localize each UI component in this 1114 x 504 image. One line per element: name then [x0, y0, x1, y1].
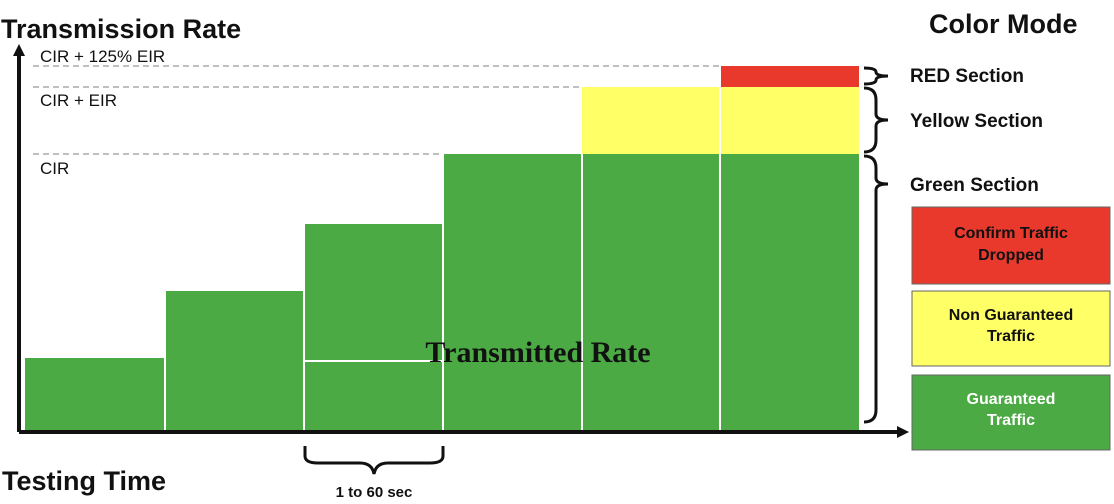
- legend-red-box: Confirm Traffic Dropped: [911, 206, 1111, 285]
- bar-separators: [164, 66, 721, 432]
- legend-green-line1: Guaranteed: [967, 391, 1056, 408]
- color-mode-title: Color Mode: [929, 9, 1078, 39]
- section-brackets: [863, 66, 889, 424]
- transmitted-rate-label: Transmitted Rate: [425, 336, 650, 369]
- yellow-bracket: [863, 86, 889, 154]
- legend-red-line2: Dropped: [978, 247, 1044, 264]
- section-label-yellow: Yellow Section: [910, 111, 1043, 132]
- level-lines: [33, 65, 720, 155]
- legend-green-line2: Traffic: [987, 412, 1035, 429]
- step-bar-6-green: [720, 154, 859, 432]
- interval-bracket: [303, 446, 445, 475]
- step-bar-2: [165, 291, 304, 432]
- legend-yellow-line2: Traffic: [987, 328, 1035, 345]
- step-bar-1: [25, 358, 165, 432]
- step-bar-5-yellow: [582, 87, 720, 154]
- x-axis-title: Testing Time: [2, 466, 166, 496]
- interval-label: 1 to 60 sec: [336, 484, 413, 501]
- level-label-cir-eir: CIR + EIR: [40, 91, 117, 110]
- step-bar-6-red: [720, 66, 859, 87]
- transmission-bars: [25, 66, 859, 432]
- green-bracket: [863, 154, 889, 424]
- legend-yellow-line1: Non Guaranteed: [949, 307, 1073, 324]
- step-bar-6-yellow: [720, 87, 859, 154]
- step-bar-5-green: [582, 154, 720, 432]
- legend-red-line1: Confirm Traffic: [954, 225, 1068, 242]
- y-axis-title: Transmission Rate: [1, 14, 241, 44]
- legend-green-box: Guaranteed Traffic: [911, 374, 1111, 451]
- red-bracket: [863, 66, 889, 86]
- section-label-green: Green Section: [910, 175, 1039, 196]
- legend-yellow-box: Non Guaranteed Traffic: [911, 290, 1111, 367]
- section-label-red: RED Section: [910, 66, 1024, 87]
- level-label-cir: CIR: [40, 159, 69, 178]
- step-bar-3: [304, 224, 443, 432]
- level-label-cir-125: CIR + 125% EIR: [40, 47, 165, 66]
- step-bar-4: [443, 154, 582, 432]
